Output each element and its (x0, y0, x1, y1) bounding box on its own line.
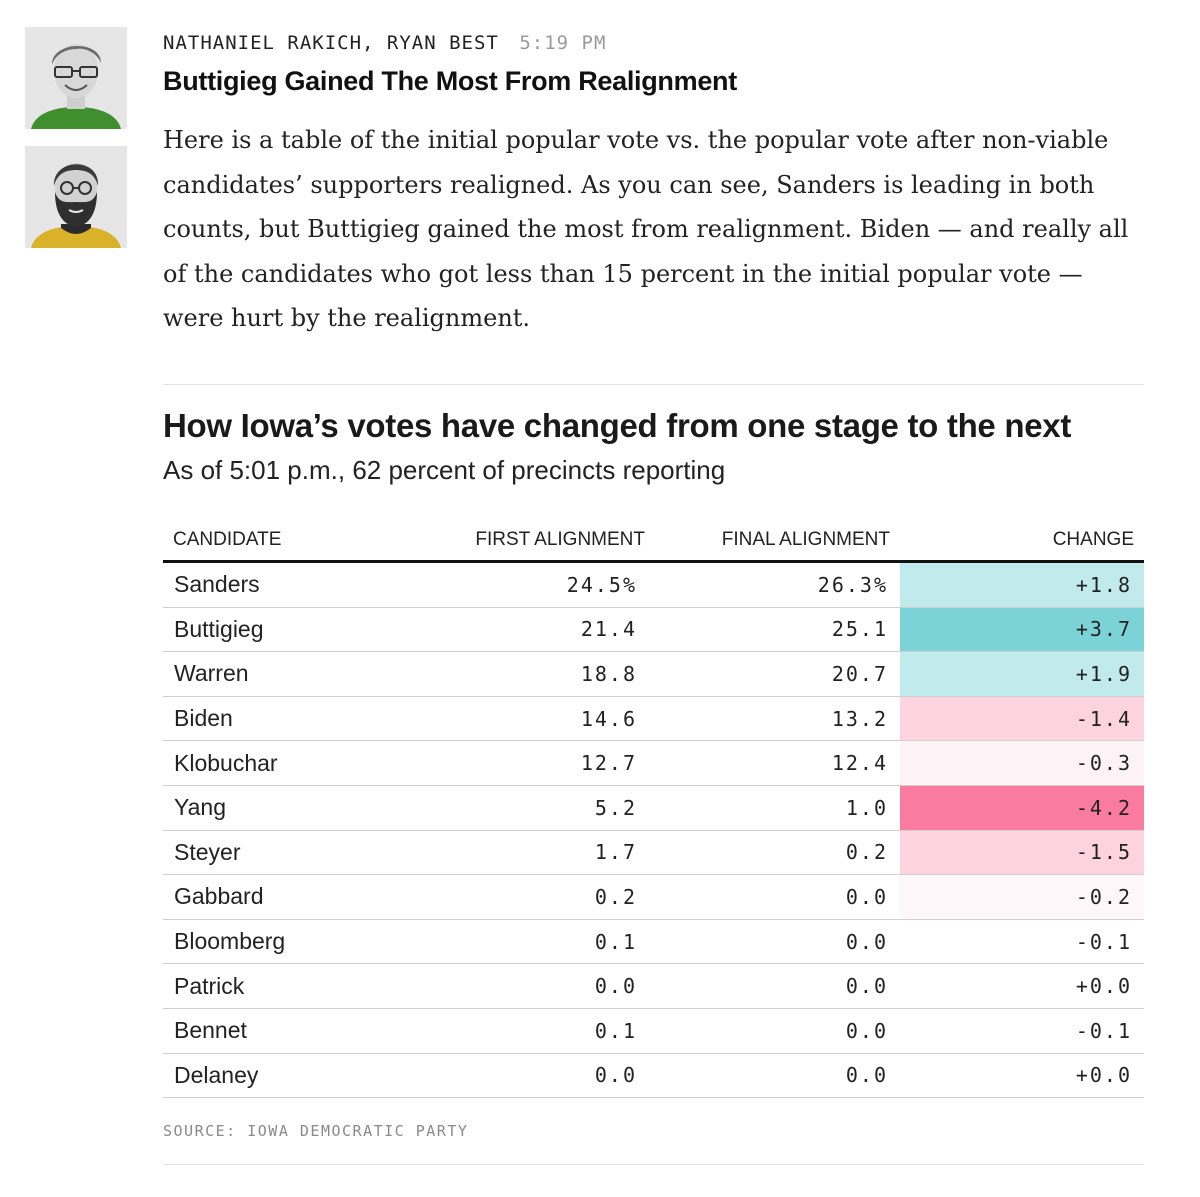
table-title: How Iowa’s votes have changed from one s… (163, 407, 1072, 444)
first-alignment-value: 24.5% (415, 561, 655, 608)
first-alignment-value: 1.7 (415, 830, 655, 876)
final-alignment-value: 0.0 (655, 919, 900, 965)
divider-top (163, 384, 1144, 385)
candidate-name: Patrick (163, 963, 415, 1009)
table-subtitle: As of 5:01 p.m., 62 percent of precincts… (163, 455, 726, 485)
first-alignment-value: 0.1 (415, 919, 655, 965)
candidate-name: Sanders (163, 561, 415, 608)
change-value: -0.1 (900, 919, 1144, 965)
post-time: 5:19 PM (519, 32, 607, 54)
author-photo-best (25, 146, 127, 248)
final-alignment-value: 0.0 (655, 874, 900, 920)
author-avatar-rakich[interactable] (25, 27, 127, 129)
candidate-name: Bloomberg (163, 919, 415, 965)
table-row: Biden 14.6 13.2 -1.4 (163, 696, 1144, 742)
table-row: Delaney 0.0 0.0 +0.0 (163, 1053, 1144, 1099)
change-value: +1.9 (900, 651, 1144, 697)
candidate-name: Klobuchar (163, 740, 415, 786)
final-alignment-value: 0.0 (655, 963, 900, 1009)
source-note: SOURCE: IOWA DEMOCRATIC PARTY (163, 1122, 469, 1140)
column-header-change: CHANGE (900, 520, 1144, 563)
table-row: Warren 18.8 20.7 +1.9 (163, 651, 1144, 697)
final-alignment-value: 0.0 (655, 1053, 900, 1099)
table-header-row: CANDIDATE FIRST ALIGNMENT FINAL ALIGNMEN… (163, 520, 1144, 563)
change-value: -4.2 (900, 785, 1144, 831)
column-header-final-alignment: FINAL ALIGNMENT (655, 520, 900, 563)
candidate-name: Bennet (163, 1008, 415, 1054)
candidate-name: Warren (163, 651, 415, 697)
candidate-name: Yang (163, 785, 415, 831)
change-value: -1.4 (900, 696, 1144, 742)
first-alignment-value: 0.2 (415, 874, 655, 920)
table-row: Gabbard 0.2 0.0 -0.2 (163, 874, 1144, 920)
candidate-name: Delaney (163, 1053, 415, 1099)
column-header-candidate: CANDIDATE (163, 520, 415, 563)
table-row: Steyer 1.7 0.2 -1.5 (163, 830, 1144, 876)
post-headline: Buttigieg Gained The Most From Realignme… (163, 66, 737, 96)
post-body: Here is a table of the initial popular v… (163, 126, 1129, 332)
candidate-name: Buttigieg (163, 607, 415, 653)
author-name-best[interactable]: RYAN BEST (386, 32, 499, 54)
votes-table: CANDIDATE FIRST ALIGNMENT FINAL ALIGNMEN… (163, 520, 1144, 1099)
author-photo-rakich (25, 27, 127, 129)
final-alignment-value: 0.0 (655, 1008, 900, 1054)
change-value: -1.5 (900, 830, 1144, 876)
candidate-name: Gabbard (163, 874, 415, 920)
table-row: Patrick 0.0 0.0 +0.0 (163, 963, 1144, 1009)
final-alignment-value: 26.3% (655, 561, 900, 608)
candidate-name: Steyer (163, 830, 415, 876)
byline: NATHANIEL RAKICH, RYAN BEST 5:19 PM (163, 32, 606, 58)
final-alignment-value: 20.7 (655, 651, 900, 697)
first-alignment-value: 21.4 (415, 607, 655, 653)
first-alignment-value: 5.2 (415, 785, 655, 831)
table-row: Bennet 0.1 0.0 -0.1 (163, 1008, 1144, 1054)
table-row: Klobuchar 12.7 12.4 -0.3 (163, 740, 1144, 786)
change-value: -0.2 (900, 874, 1144, 920)
change-value: +1.8 (900, 561, 1144, 608)
first-alignment-value: 0.0 (415, 963, 655, 1009)
final-alignment-value: 13.2 (655, 696, 900, 742)
change-value: -0.3 (900, 740, 1144, 786)
column-header-first-alignment: FIRST ALIGNMENT (415, 520, 655, 563)
first-alignment-value: 12.7 (415, 740, 655, 786)
final-alignment-value: 12.4 (655, 740, 900, 786)
first-alignment-value: 0.1 (415, 1008, 655, 1054)
change-value: -0.1 (900, 1008, 1144, 1054)
final-alignment-value: 25.1 (655, 607, 900, 653)
first-alignment-value: 14.6 (415, 696, 655, 742)
author-name-rakich[interactable]: NATHANIEL RAKICH, (163, 32, 375, 54)
table-row: Yang 5.2 1.0 -4.2 (163, 785, 1144, 831)
first-alignment-value: 0.0 (415, 1053, 655, 1099)
final-alignment-value: 1.0 (655, 785, 900, 831)
candidate-name: Biden (163, 696, 415, 742)
first-alignment-value: 18.8 (415, 651, 655, 697)
table-row: Bloomberg 0.1 0.0 -0.1 (163, 919, 1144, 965)
author-avatar-best[interactable] (25, 146, 127, 248)
change-value: +3.7 (900, 607, 1144, 653)
table-row: Buttigieg 21.4 25.1 +3.7 (163, 607, 1144, 653)
change-value: +0.0 (900, 1053, 1144, 1099)
final-alignment-value: 0.2 (655, 830, 900, 876)
table-row: Sanders 24.5% 26.3% +1.8 (163, 561, 1144, 608)
divider-bottom (163, 1164, 1144, 1165)
change-value: +0.0 (900, 963, 1144, 1009)
